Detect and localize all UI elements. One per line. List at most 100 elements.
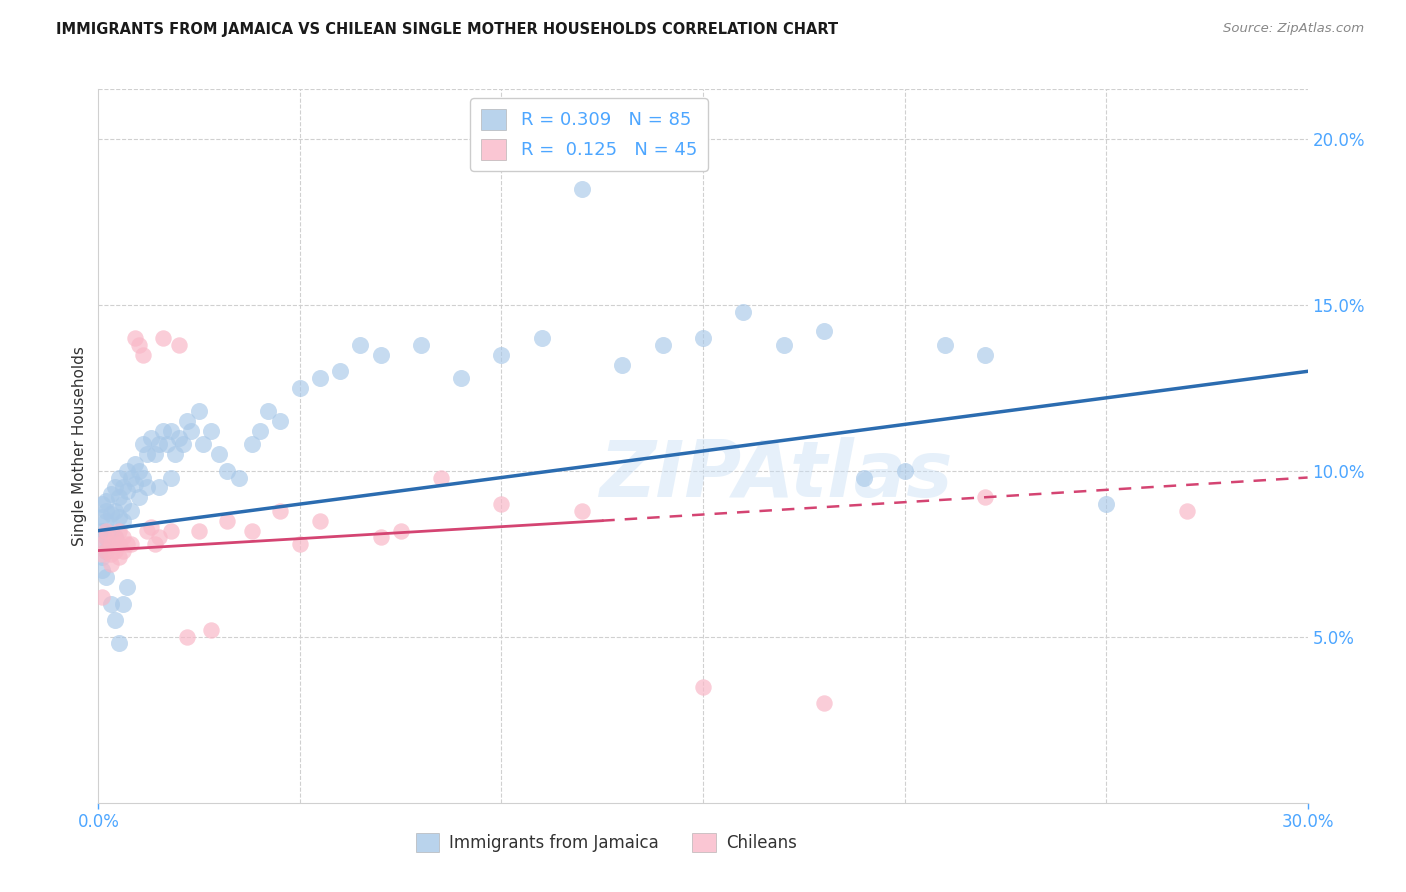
Point	[148, 437, 170, 451]
Point	[91, 550, 114, 565]
Point	[96, 514, 118, 528]
Y-axis label: Single Mother Households: Single Mother Households	[72, 346, 87, 546]
Point	[132, 348, 155, 362]
Point	[853, 470, 876, 484]
Point	[193, 437, 215, 451]
Point	[288, 381, 311, 395]
Legend: Immigrants from Jamaica, Chileans: Immigrants from Jamaica, Chileans	[409, 826, 803, 859]
Point	[132, 437, 155, 451]
Point	[651, 338, 673, 352]
Point	[107, 470, 129, 484]
Point	[107, 537, 129, 551]
Point	[188, 404, 211, 418]
Point	[115, 580, 138, 594]
Point	[571, 504, 593, 518]
Point	[180, 424, 202, 438]
Point	[115, 464, 138, 478]
Point	[176, 414, 198, 428]
Point	[269, 504, 291, 518]
Point	[139, 431, 162, 445]
Point	[91, 537, 114, 551]
Point	[107, 524, 129, 538]
Point	[91, 497, 114, 511]
Point	[530, 331, 553, 345]
Text: ZIPAtlas: ZIPAtlas	[599, 436, 952, 513]
Point	[349, 338, 371, 352]
Point	[96, 570, 118, 584]
Point	[167, 338, 190, 352]
Point	[115, 537, 138, 551]
Point	[135, 447, 157, 461]
Point	[1175, 504, 1198, 518]
Point	[91, 524, 114, 538]
Point	[91, 564, 114, 578]
Point	[111, 530, 134, 544]
Point	[148, 530, 170, 544]
Point	[813, 696, 835, 710]
Point	[309, 371, 332, 385]
Point	[571, 182, 593, 196]
Point	[934, 338, 956, 352]
Point	[100, 557, 122, 571]
Point	[156, 437, 179, 451]
Point	[692, 331, 714, 345]
Point	[974, 348, 997, 362]
Point	[612, 358, 634, 372]
Point	[103, 530, 125, 544]
Point	[249, 424, 271, 438]
Text: IMMIGRANTS FROM JAMAICA VS CHILEAN SINGLE MOTHER HOUSEHOLDS CORRELATION CHART: IMMIGRANTS FROM JAMAICA VS CHILEAN SINGL…	[56, 22, 838, 37]
Point	[91, 537, 114, 551]
Point	[152, 331, 174, 345]
Point	[450, 371, 472, 385]
Point	[974, 491, 997, 505]
Point	[491, 348, 513, 362]
Point	[96, 543, 118, 558]
Point	[176, 630, 198, 644]
Point	[111, 543, 134, 558]
Point	[733, 304, 755, 318]
Point	[228, 470, 250, 484]
Point	[692, 680, 714, 694]
Point	[107, 636, 129, 650]
Point	[135, 524, 157, 538]
Point	[389, 524, 412, 538]
Point	[893, 464, 915, 478]
Point	[91, 590, 114, 604]
Point	[115, 483, 138, 498]
Point	[200, 624, 222, 638]
Point	[128, 491, 150, 505]
Point	[217, 514, 239, 528]
Point	[160, 524, 183, 538]
Point	[100, 537, 122, 551]
Point	[139, 520, 162, 534]
Point	[107, 510, 129, 524]
Point	[107, 491, 129, 505]
Point	[167, 431, 190, 445]
Point	[152, 424, 174, 438]
Point	[163, 447, 186, 461]
Point	[172, 437, 194, 451]
Point	[188, 524, 211, 538]
Point	[100, 507, 122, 521]
Point	[288, 537, 311, 551]
Point	[128, 338, 150, 352]
Point	[370, 348, 392, 362]
Point	[107, 550, 129, 565]
Point	[143, 447, 166, 461]
Point	[100, 524, 122, 538]
Point	[148, 481, 170, 495]
Point	[103, 613, 125, 627]
Point	[111, 597, 134, 611]
Point	[409, 338, 432, 352]
Point	[103, 481, 125, 495]
Point	[111, 514, 134, 528]
Point	[91, 547, 114, 561]
Point	[200, 424, 222, 438]
Point	[100, 487, 122, 501]
Point	[120, 537, 142, 551]
Point	[430, 470, 453, 484]
Point	[124, 331, 146, 345]
Point	[143, 537, 166, 551]
Point	[103, 504, 125, 518]
Point	[1095, 497, 1118, 511]
